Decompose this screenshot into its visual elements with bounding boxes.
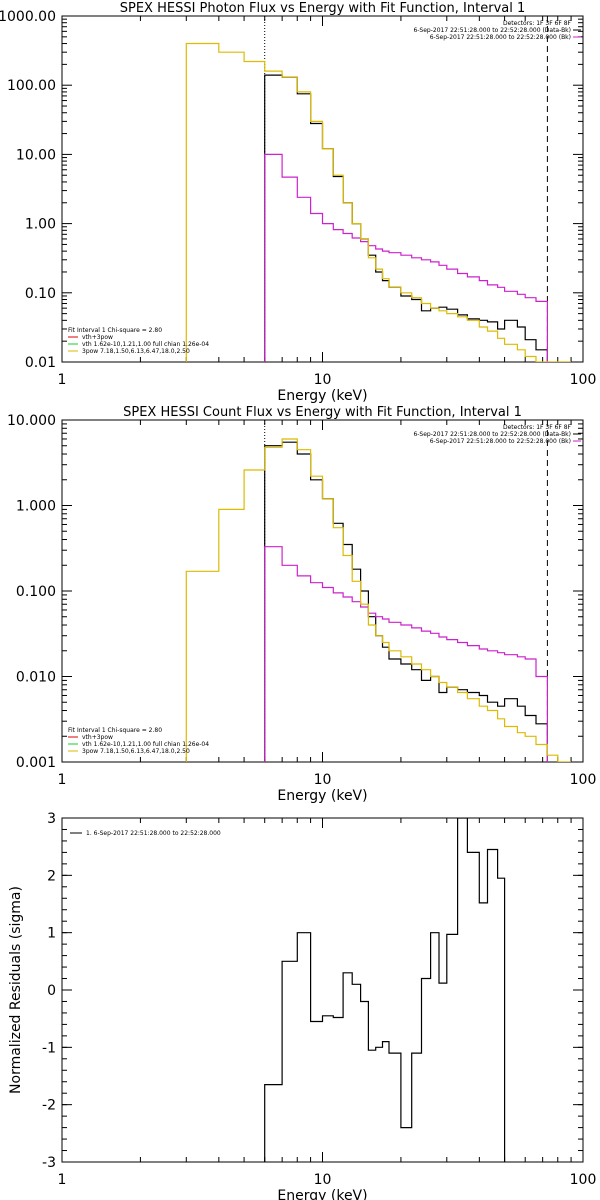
plot-frame bbox=[61, 15, 584, 363]
x-axis-label: Energy (keV) bbox=[277, 388, 367, 404]
y-tick-label: 2 bbox=[47, 868, 56, 884]
x-tick-label: 10 bbox=[314, 772, 332, 788]
legend-entry: vth+3pow bbox=[82, 334, 113, 341]
chart-title: SPEX HESSI Count Flux vs Energy with Fit… bbox=[123, 405, 522, 420]
y-tick-label: 0.01 bbox=[25, 355, 56, 371]
legend-entry: 3pow 7.18,1.50,6.13,6.47,18.0,2.50 bbox=[82, 748, 190, 755]
x-axis-label: Energy (keV) bbox=[277, 1188, 367, 1200]
x-tick-label: 10 bbox=[314, 1172, 332, 1188]
x-tick-label: 100 bbox=[570, 772, 597, 788]
y-tick-label: 1000.00 bbox=[0, 9, 56, 25]
chart-panel-3: 1 10 100 -3 -2 -1 0 1 2 3 Energy (keV) Normalized R… bbox=[8, 811, 596, 1200]
y-tick-label: 1.00 bbox=[25, 217, 56, 233]
series-line-1 bbox=[264, 441, 548, 762]
legend-entry: vth 1.62e-10,1.21,1.00 full chian 1.26e-… bbox=[82, 341, 209, 348]
x-tick-label: 1 bbox=[58, 1172, 67, 1188]
legend-entry: vth 1.62e-10,1.21,1.00 full chian 1.26e-… bbox=[82, 741, 209, 748]
x-tick-label: 1 bbox=[58, 772, 67, 788]
y-axis-label: Normalized Residuals (sigma) bbox=[8, 886, 24, 1094]
series-line-3 bbox=[185, 42, 572, 362]
y-tick-label: 3 bbox=[47, 811, 56, 827]
y-tick-label: 10.000 bbox=[7, 413, 56, 429]
chart-panel-1: SPEX HESSI Photon Flux vs Energy with Fi… bbox=[0, 1, 596, 404]
header-line: Detectors: 1F 3F 6F 8F bbox=[503, 20, 572, 27]
x-tick-label: 1 bbox=[58, 372, 67, 388]
series-line-1 bbox=[264, 74, 548, 362]
series-line-2 bbox=[264, 546, 548, 762]
legend-entry: Fit Interval 1 Chi-square = 2.80 bbox=[68, 327, 162, 334]
series-line-1 bbox=[264, 818, 506, 1162]
legend-entry: 1. 6-Sep-2017 22:51:28.000 to 22:52:28.0… bbox=[86, 830, 221, 837]
y-tick-label: -1 bbox=[42, 1040, 56, 1056]
header-line: 6-Sep-2017 22:51:28.000 to 22:52:28.000 … bbox=[413, 431, 571, 438]
y-tick-label: 0.10 bbox=[25, 286, 56, 302]
legend-entry: vth+3pow bbox=[82, 734, 113, 741]
y-tick-label: 0.100 bbox=[16, 584, 56, 600]
y-tick-label: -3 bbox=[42, 1155, 56, 1171]
header-line: 6-Sep-2017 22:51:28.000 to 22:52:28.000 … bbox=[430, 34, 571, 41]
series-line-3 bbox=[185, 438, 572, 762]
x-tick-label: 100 bbox=[570, 1172, 597, 1188]
plot-frame bbox=[61, 419, 584, 763]
y-tick-label: 0.001 bbox=[16, 755, 56, 771]
y-tick-label: 0.010 bbox=[16, 670, 56, 686]
y-tick-label: -2 bbox=[42, 1098, 56, 1114]
y-tick-label: 0 bbox=[47, 983, 56, 999]
chart-title: SPEX HESSI Photon Flux vs Energy with Fi… bbox=[120, 1, 526, 16]
series-line-2 bbox=[264, 153, 548, 362]
chart-panel-2: SPEX HESSI Count Flux vs Energy with Fit… bbox=[7, 405, 596, 804]
y-tick-label: 1.000 bbox=[16, 499, 56, 515]
x-tick-label: 10 bbox=[314, 372, 332, 388]
legend-entry: Fit Interval 1 Chi-square = 2.80 bbox=[68, 727, 162, 734]
x-tick-label: 100 bbox=[570, 372, 597, 388]
header-line: 6-Sep-2017 22:51:28.000 to 22:52:28.000 … bbox=[413, 27, 571, 34]
header-line: Detectors: 1F 3F 6F 8F bbox=[503, 424, 572, 431]
y-tick-label: 100.00 bbox=[7, 78, 56, 94]
y-tick-label: 10.00 bbox=[16, 147, 56, 163]
y-tick-label: 1 bbox=[47, 926, 56, 942]
legend-entry: 3pow 7.18,1.50,6.13,6.47,18.0,2.50 bbox=[82, 348, 190, 355]
header-line: 6-Sep-2017 22:51:28.000 to 22:52:28.000 … bbox=[430, 438, 571, 445]
x-axis-label: Energy (keV) bbox=[277, 788, 367, 804]
